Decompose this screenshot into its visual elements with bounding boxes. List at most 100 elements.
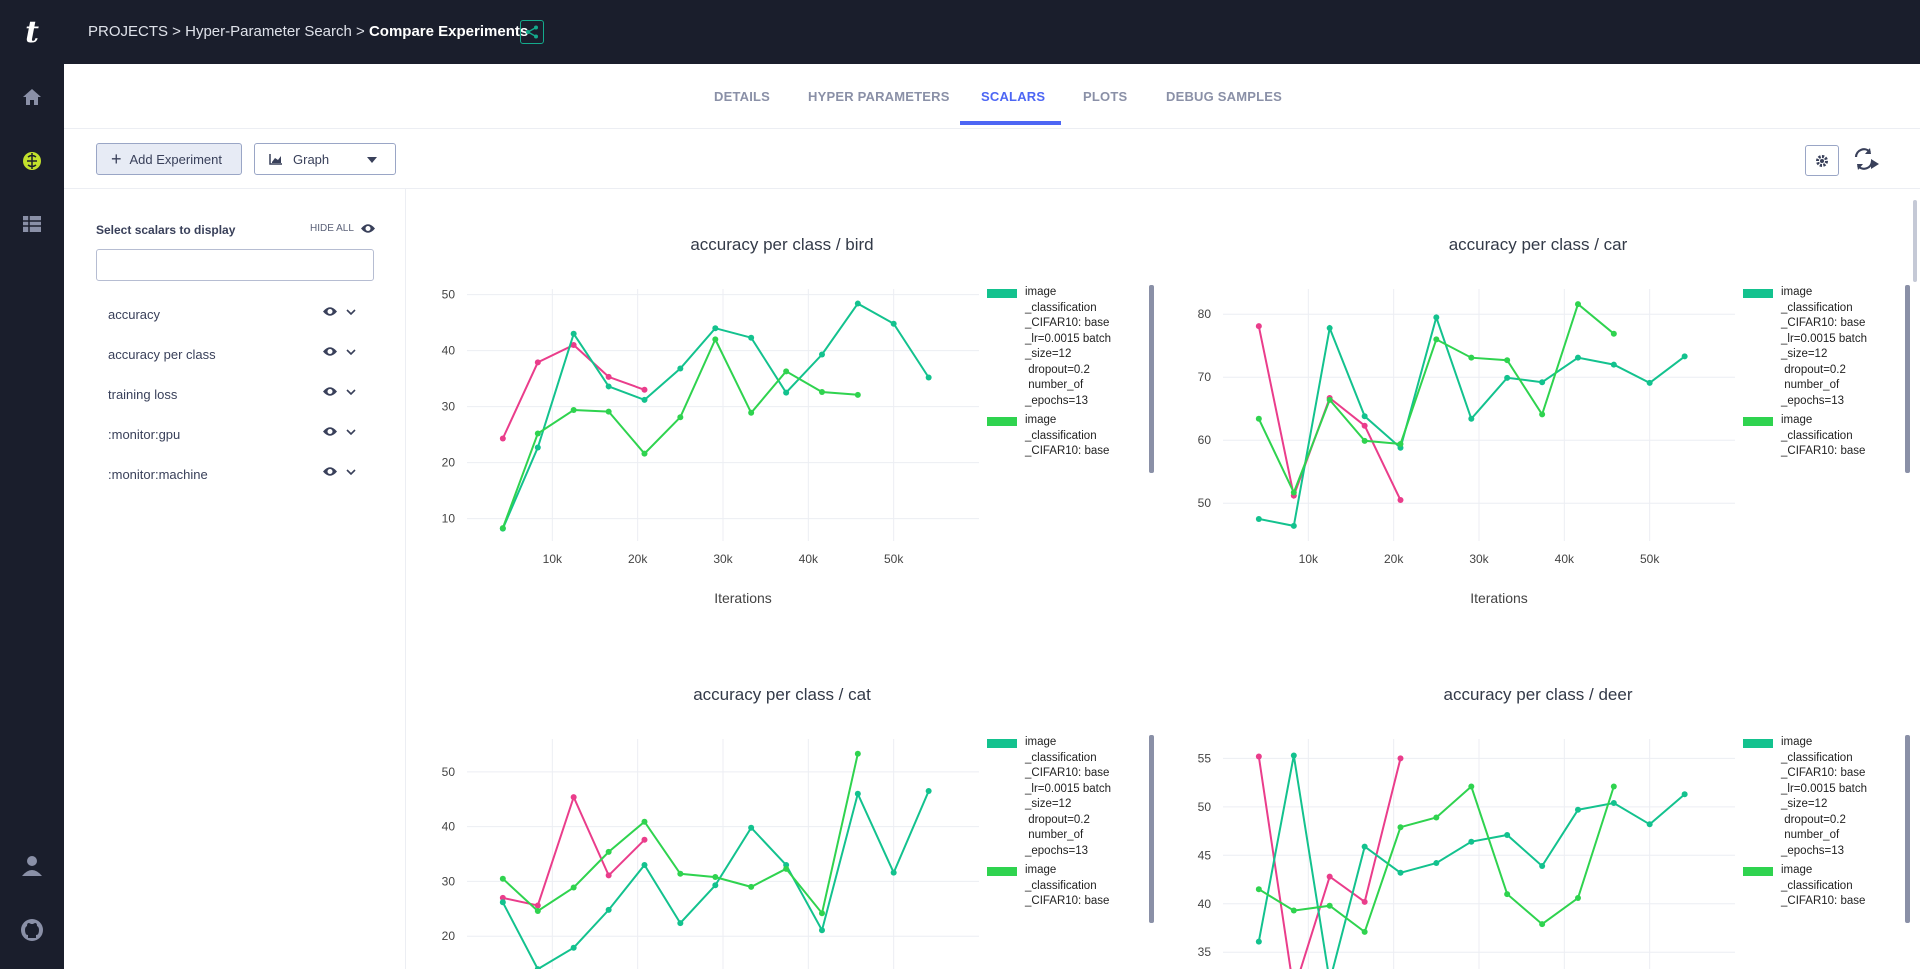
data-point-teal	[499, 899, 506, 906]
settings-button[interactable]	[1805, 145, 1839, 176]
gear-icon	[1816, 154, 1828, 167]
data-point-teal	[1574, 806, 1581, 813]
y-tick-label: 40	[442, 820, 456, 834]
data-point-teal	[1468, 838, 1475, 845]
scalar-item-monitor-machine[interactable]: :monitor:machine	[96, 459, 376, 489]
breadcrumb-separator: >	[168, 23, 186, 40]
x-tick-label: 20k	[628, 552, 648, 566]
chart-legend: image _classification _CIFAR10: base _lr…	[1743, 285, 1913, 475]
data-point-green	[605, 408, 612, 415]
data-point-green	[1539, 411, 1546, 418]
app-logo[interactable]: t	[25, 14, 39, 50]
chart-legend: image _classification _CIFAR10: base _lr…	[987, 285, 1157, 475]
tab-hyper-parameters[interactable]: HYPER PARAMETERS	[808, 89, 950, 104]
scalar-item-training-loss[interactable]: training loss	[96, 379, 376, 409]
scalar-item-label: :monitor:machine	[108, 466, 208, 482]
x-axis-label: Iterations	[714, 590, 772, 606]
chart-plot[interactable]: 10k 20k 30k 40k 50k 50 60 70 80 Iterations	[1163, 189, 1743, 629]
data-point-green	[570, 884, 577, 891]
data-point-green	[641, 450, 648, 457]
chevron-down-icon[interactable]	[346, 388, 356, 396]
data-point-green	[854, 391, 861, 398]
data-point-teal	[641, 396, 648, 403]
brain-icon[interactable]	[0, 141, 64, 181]
data-point-green	[1361, 928, 1368, 935]
legend-swatch	[1743, 739, 1773, 748]
github-icon[interactable]	[0, 910, 64, 950]
eye-icon[interactable]	[322, 306, 338, 317]
chart-bird: accuracy per class / bird 10k 20k 30k 40k 50…	[407, 189, 1162, 629]
data-point-pink	[641, 386, 648, 393]
legend-scrollbar[interactable]	[1905, 285, 1910, 473]
eye-icon[interactable]	[322, 426, 338, 437]
tab-debug-samples[interactable]: DEBUG SAMPLES	[1166, 89, 1283, 104]
chart-plot[interactable]: 10k20k30k40k50k3540455055Iterations	[1163, 639, 1743, 969]
legend-scrollbar[interactable]	[1149, 285, 1154, 473]
x-axis-label: Iterations	[1470, 590, 1528, 606]
scalar-item-label: training loss	[108, 386, 178, 402]
chevron-down-icon[interactable]	[346, 308, 356, 316]
legend-scrollbar[interactable]	[1905, 735, 1910, 923]
chevron-down-icon[interactable]	[346, 468, 356, 476]
data-point-green	[677, 414, 684, 421]
legend-swatch	[987, 739, 1017, 748]
data-point-teal	[1361, 843, 1368, 850]
chevron-down-icon[interactable]	[346, 428, 356, 436]
data-point-green	[1326, 396, 1333, 403]
eye-icon[interactable]	[322, 346, 338, 357]
share-button[interactable]	[520, 20, 544, 44]
panel-title: Select scalars to display	[96, 223, 236, 237]
data-point-teal	[925, 788, 932, 795]
add-experiment-label: Add Experiment	[129, 151, 223, 167]
scalar-item-accuracy[interactable]: accuracy	[96, 299, 376, 329]
auto-refresh-icon	[1854, 148, 1879, 170]
page-scrollbar[interactable]	[1913, 200, 1917, 282]
data-point-teal	[712, 882, 719, 889]
table-icon[interactable]	[0, 204, 64, 244]
refresh-button[interactable]	[1850, 143, 1882, 175]
data-point-green	[1290, 489, 1297, 496]
eye-icon[interactable]	[322, 386, 338, 397]
scalar-search-input[interactable]	[96, 249, 374, 281]
legend-label: image _classification _CIFAR10: base _lr…	[1025, 286, 1111, 407]
data-point-green	[1574, 894, 1581, 901]
scalar-item-label: accuracy	[108, 306, 161, 322]
hide-all-button[interactable]: HIDE ALL	[310, 223, 376, 234]
user-icon[interactable]	[0, 846, 64, 886]
y-tick-label: 40	[442, 344, 456, 358]
data-point-teal	[534, 444, 541, 451]
data-point-teal	[1539, 379, 1546, 386]
data-point-pink	[534, 902, 541, 909]
data-point-green	[1397, 440, 1404, 447]
breadcrumb-project[interactable]: Hyper-Parameter Search	[185, 23, 352, 40]
view-mode-select[interactable]: Graph	[254, 143, 396, 175]
scalar-item-accuracy-per-class[interactable]: accuracy per class	[96, 339, 376, 369]
breadcrumb-projects[interactable]: PROJECTS	[88, 23, 169, 40]
chart-plot[interactable]: 10k 20k 30k 40k 50k 10 20 30 40 50 Iterations	[407, 189, 987, 629]
eye-icon[interactable]	[322, 466, 338, 477]
data-point-teal	[1290, 752, 1297, 759]
tab-plots[interactable]: PLOTS	[1083, 89, 1128, 104]
legend-scrollbar[interactable]	[1149, 735, 1154, 923]
x-tick-label: 10k	[543, 552, 563, 566]
add-experiment-button[interactable]: + Add Experiment	[96, 143, 242, 175]
series-line-green	[502, 753, 859, 916]
data-point-teal	[1574, 354, 1581, 361]
data-point-pink	[605, 872, 612, 879]
x-tick-label: 30k	[1469, 552, 1489, 566]
data-point-teal	[1468, 415, 1475, 422]
data-point-teal	[1326, 325, 1333, 332]
scalar-item-monitor-gpu[interactable]: :monitor:gpu	[96, 419, 376, 449]
chart-plot[interactable]: 10k20k30k40k50k20304050Iterations	[407, 639, 987, 969]
data-point-green	[534, 908, 541, 915]
y-tick-label: 35	[1198, 945, 1212, 959]
x-tick-label: 50k	[884, 552, 904, 566]
home-icon[interactable]	[0, 77, 64, 117]
charts-area: accuracy per class / bird 10k 20k 30k 40k 50…	[407, 189, 1920, 969]
data-point-teal	[748, 824, 755, 831]
tab-scalars[interactable]: SCALARS	[981, 89, 1046, 104]
chevron-down-icon[interactable]	[346, 348, 356, 356]
tab-details[interactable]: DETAILS	[714, 89, 771, 104]
data-point-green	[641, 818, 648, 825]
x-tick-label: 10k	[1299, 552, 1319, 566]
